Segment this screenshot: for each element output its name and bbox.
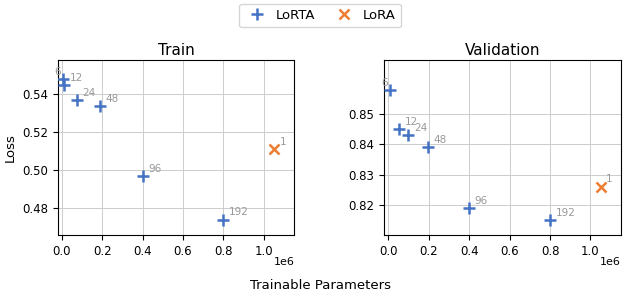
Text: 192: 192 [556,208,575,218]
Y-axis label: Loss: Loss [3,133,17,162]
Text: 96: 96 [148,164,161,174]
Text: 24: 24 [83,88,95,98]
Text: 1: 1 [280,137,286,147]
Text: 12: 12 [405,117,418,127]
Text: 1e6: 1e6 [600,257,621,268]
Title: Train: Train [157,43,195,58]
Text: 6: 6 [55,67,61,77]
Text: 12: 12 [70,73,83,83]
Text: 6: 6 [381,78,388,88]
Text: 1e6: 1e6 [273,257,294,268]
Text: 48: 48 [106,94,119,104]
Text: 192: 192 [229,207,249,217]
Text: 96: 96 [475,196,488,206]
Text: 48: 48 [433,135,447,145]
Text: Trainable Parameters: Trainable Parameters [250,279,390,292]
Title: Validation: Validation [465,43,540,58]
Legend: LoRTA, LoRA: LoRTA, LoRA [239,4,401,27]
Text: 1: 1 [606,175,612,185]
Text: 24: 24 [414,123,428,133]
